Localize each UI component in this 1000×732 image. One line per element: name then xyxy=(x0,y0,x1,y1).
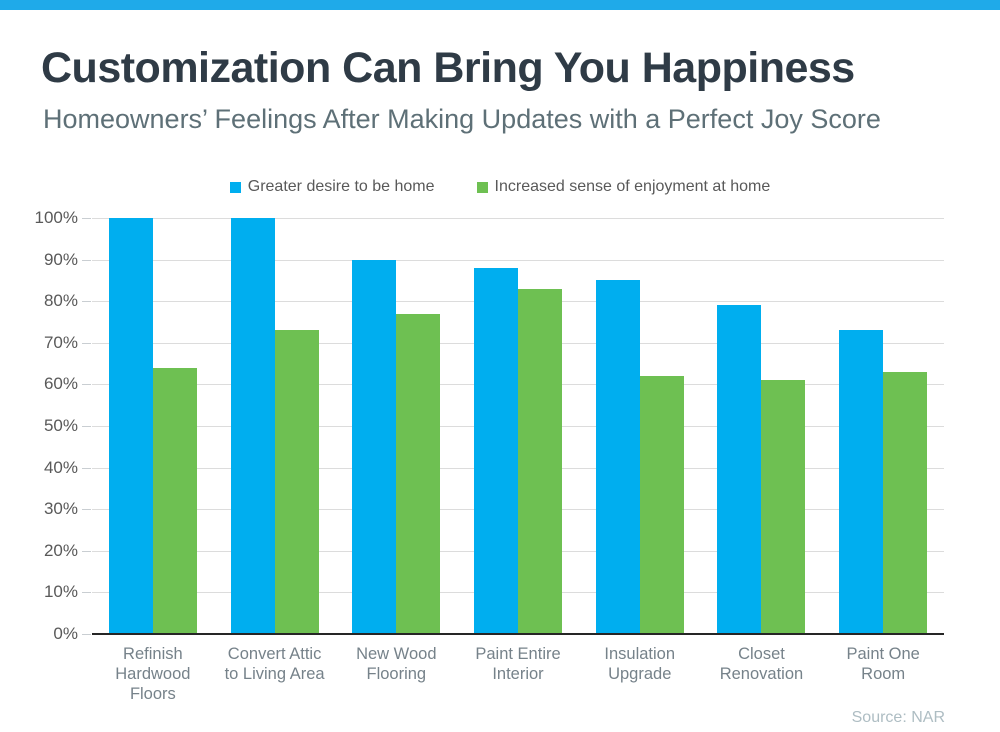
y-tick-label-50: 50% xyxy=(43,416,78,435)
legend-label-enjoyment: Increased sense of enjoyment at home xyxy=(494,178,771,195)
y-tick-mark-30 xyxy=(82,509,91,511)
bar-enjoyment-6 xyxy=(883,371,928,634)
x-label-6: Paint One Room xyxy=(846,645,920,683)
bar-group-3 xyxy=(457,218,579,634)
bar-groups xyxy=(92,218,944,634)
bar-group-5 xyxy=(701,218,823,634)
bar-greater-desire-1 xyxy=(230,218,275,634)
bar-group-6 xyxy=(822,218,944,634)
y-tick-mark-20 xyxy=(82,550,91,552)
x-label-5: Closet Renovation xyxy=(719,645,804,683)
bar-enjoyment-0 xyxy=(152,367,197,634)
top-accent-strip xyxy=(0,0,1000,10)
y-tick-label-60: 60% xyxy=(43,374,78,394)
bar-group-1 xyxy=(214,218,336,634)
legend-item-greater-desire: Greater desire to be home xyxy=(229,178,435,196)
x-label-3: Paint Entire Interior xyxy=(475,645,561,683)
x-axis-line xyxy=(92,633,944,635)
gridline-90 xyxy=(92,259,944,261)
y-tick-mark-90 xyxy=(82,259,91,261)
x-label-4: Insulation Upgrade xyxy=(604,645,676,683)
y-axis: 0% 10% 20% 30% 40% 50% 60% 70% 80% 90% 100% xyxy=(0,208,78,643)
bar-enjoyment-5 xyxy=(761,380,806,634)
y-tick-label-0: 0% xyxy=(53,624,78,643)
y-tick-mark-100 xyxy=(82,218,91,219)
y-tick-mark-70 xyxy=(82,342,91,344)
chart-subtitle: Homeowners’ Feelings After Making Update… xyxy=(43,104,881,134)
x-axis-labels: Refinish Hardwood Floors Convert Attic to… xyxy=(92,644,944,704)
legend-item-enjoyment: Increased sense of enjoyment at home xyxy=(476,178,771,196)
bar-greater-desire-6 xyxy=(839,330,884,634)
y-tick-label-10: 10% xyxy=(43,582,78,602)
x-label-1: Convert Attic to Living Area xyxy=(224,645,325,683)
y-tick-mark-60 xyxy=(82,384,91,386)
gridline-100 xyxy=(92,218,944,219)
x-label-0: Refinish Hardwood Floors xyxy=(115,645,191,703)
y-tick-label-30: 30% xyxy=(43,499,78,519)
bar-greater-desire-5 xyxy=(717,305,762,634)
y-tick-label-90: 90% xyxy=(43,249,78,269)
x-label-2: New Wood Flooring xyxy=(356,645,437,683)
y-tick-mark-50 xyxy=(82,426,91,427)
bar-greater-desire-4 xyxy=(595,280,640,634)
plot-area xyxy=(82,218,944,635)
y-tick-label-70: 70% xyxy=(43,332,78,352)
chart-title: Customization Can Bring You Happiness xyxy=(41,44,855,92)
y-tick-mark-40 xyxy=(82,467,91,469)
bar-enjoyment-1 xyxy=(274,330,319,634)
y-tick-mark-80 xyxy=(82,301,91,303)
bar-enjoyment-3 xyxy=(518,288,563,634)
y-tick-label-80: 80% xyxy=(43,291,78,311)
y-tick-label-40: 40% xyxy=(43,457,78,477)
bar-enjoyment-4 xyxy=(639,376,684,634)
bar-group-4 xyxy=(579,218,701,634)
legend-label-greater-desire: Greater desire to be home xyxy=(247,178,435,195)
y-tick-label-100: 100% xyxy=(34,208,78,227)
legend: Greater desire to be home Increased sens… xyxy=(0,178,1000,196)
y-tick-label-20: 20% xyxy=(43,540,78,560)
bar-group-0 xyxy=(92,218,214,634)
bar-greater-desire-2 xyxy=(352,259,397,634)
y-tick-mark-10 xyxy=(82,592,91,594)
source-note: Source: NAR xyxy=(851,709,945,726)
bar-enjoyment-2 xyxy=(396,313,441,634)
y-tick-mark-0 xyxy=(82,634,91,635)
bar-greater-desire-3 xyxy=(474,267,519,634)
legend-swatch-blue-icon xyxy=(229,181,241,193)
legend-swatch-green-icon xyxy=(476,181,488,193)
bar-group-2 xyxy=(335,218,457,634)
bar-greater-desire-0 xyxy=(108,218,153,634)
